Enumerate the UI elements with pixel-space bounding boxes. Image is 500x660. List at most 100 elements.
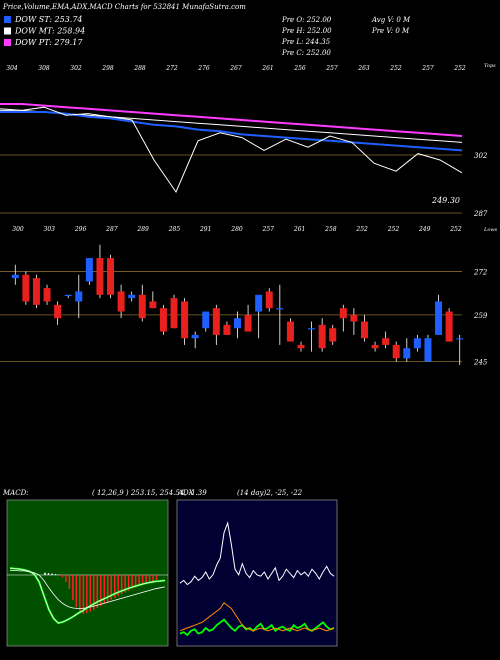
price-top-tick-label: 252 bbox=[387, 226, 400, 233]
candle-body bbox=[276, 308, 284, 310]
price-top-tick-label: 300 bbox=[12, 226, 24, 233]
adx-line bbox=[179, 521, 335, 586]
adx-label: ADX bbox=[177, 489, 195, 497]
candle-body bbox=[22, 274, 30, 302]
candle-body bbox=[107, 258, 115, 295]
candle-body bbox=[138, 294, 146, 319]
price-top-tick-label: 289 bbox=[136, 226, 149, 233]
candle-body bbox=[329, 328, 337, 342]
adx-panel bbox=[176, 499, 338, 647]
candle-body bbox=[308, 328, 316, 330]
candle-body bbox=[392, 344, 400, 359]
price-top-tick-label: 261 bbox=[293, 226, 305, 233]
ema-top-tick-label: 267 bbox=[229, 65, 242, 72]
candle-body bbox=[11, 274, 19, 279]
price-top-tick-label: 257 bbox=[262, 226, 275, 233]
candle-body bbox=[43, 288, 51, 302]
candle-body bbox=[382, 338, 390, 345]
candle-body bbox=[64, 294, 72, 297]
ema-top-tick-label: 302 bbox=[70, 65, 82, 72]
adx-values: (14 day)2, -25, -22 bbox=[237, 489, 303, 497]
candle-body bbox=[318, 324, 326, 349]
candle-body bbox=[181, 301, 189, 339]
avg-volume: Avg V: 0 M bbox=[371, 16, 411, 24]
ema-st-line bbox=[0, 111, 463, 152]
candle-body bbox=[85, 258, 93, 282]
candle-body bbox=[413, 338, 421, 349]
candle-body bbox=[170, 298, 178, 329]
candle-body bbox=[339, 308, 347, 319]
candle-body bbox=[202, 311, 210, 329]
legend: DOW ST: 253.74 DOW MT: 258.94 DOW PT: 279.… bbox=[4, 15, 85, 47]
candle-body bbox=[212, 308, 220, 335]
price-axis-label: 245 bbox=[473, 359, 488, 367]
prev-close: Pre C: 252.00 bbox=[281, 49, 331, 57]
candle-body bbox=[403, 348, 411, 359]
ema-top-tick-label: 288 bbox=[133, 65, 146, 72]
price-top-tick-label: 280 bbox=[230, 226, 243, 233]
ema-top-tick-label: 257 bbox=[421, 65, 434, 72]
price-axis-label: 259 bbox=[473, 312, 488, 320]
macd-signal-line bbox=[10, 570, 166, 609]
price-top-tick-label: 249 bbox=[418, 226, 431, 233]
ema-top-tick-label: 298 bbox=[101, 65, 114, 72]
ema-top-tick-label: 252 bbox=[453, 65, 466, 72]
price-panel: 300 303 296 287 289 285 291 280 257 261 258 252 252 2… bbox=[0, 226, 498, 367]
macd-label: MACD: bbox=[2, 489, 29, 497]
prev-open: Pre O: 252.00 bbox=[281, 16, 332, 24]
candle-body bbox=[159, 308, 167, 332]
candle-body bbox=[117, 291, 125, 312]
prev-low: Pre L: 244.35 bbox=[281, 38, 331, 46]
ema-top-tick-label: 261 bbox=[261, 65, 273, 72]
candle-body bbox=[445, 311, 453, 342]
ema-top-tick-label: 272 bbox=[165, 65, 178, 72]
legend-entry: DOW PT: 279.17 bbox=[14, 38, 83, 47]
candle-body bbox=[54, 304, 62, 319]
ema-top-tick-label: 304 bbox=[6, 65, 18, 72]
ema-panel: 304 308 302 298 288 272 276 267 261 256 257 263 252 2… bbox=[0, 63, 496, 218]
legend-swatch bbox=[4, 39, 11, 46]
price-top-tick-label: 303 bbox=[44, 226, 56, 233]
ema-top-tick-label: 256 bbox=[293, 65, 306, 72]
candle-body bbox=[128, 294, 136, 299]
prev-high: Pre H: 252.00 bbox=[281, 27, 332, 35]
macd-values: ( 12,26,9 ) 253.15, 254.54, -1.39 bbox=[92, 489, 207, 497]
last-price-label: 249.30 bbox=[431, 196, 460, 205]
price-axis-label: 272 bbox=[473, 268, 488, 276]
prev-volume: Pre V: 0 M bbox=[371, 27, 410, 35]
macd-panel bbox=[6, 499, 169, 647]
price-close-line bbox=[0, 106, 463, 194]
ema-top-tick-label: 276 bbox=[197, 65, 210, 72]
candle-body bbox=[371, 344, 379, 349]
ema-pt-line bbox=[0, 103, 463, 137]
ohlc-info: Pre O: 252.00 Pre H: 252.00 Pre L: 244.3… bbox=[281, 16, 411, 57]
price-top-tick-label: 285 bbox=[168, 226, 181, 233]
ema-top-tick-label: 263 bbox=[357, 65, 370, 72]
ema-right-label: Tops bbox=[484, 63, 496, 69]
price-top-tick-label: 258 bbox=[324, 226, 337, 233]
candle-body bbox=[75, 291, 83, 302]
minus-di-line bbox=[179, 602, 335, 632]
chart-title: Price,Volume,EMA,ADX,MACD Charts for 532… bbox=[2, 3, 246, 11]
price-top-tick-label: 252 bbox=[355, 226, 368, 233]
candle-body bbox=[191, 334, 199, 339]
candle-body bbox=[360, 321, 368, 339]
candle-body bbox=[244, 314, 252, 332]
price-right-label: Lows bbox=[483, 227, 498, 233]
legend-swatch bbox=[4, 16, 11, 23]
candle-body bbox=[456, 338, 464, 340]
legend-entry: DOW MT: 258.94 bbox=[14, 27, 85, 36]
candle-body bbox=[32, 278, 40, 305]
candle-body bbox=[424, 338, 432, 362]
candle-body bbox=[223, 324, 231, 335]
candle-body bbox=[149, 301, 157, 309]
ema-top-tick-label: 252 bbox=[389, 65, 402, 72]
candle-body bbox=[350, 314, 358, 322]
candle-body bbox=[234, 318, 241, 329]
ema-top-tick-label: 257 bbox=[325, 65, 338, 72]
candle-body bbox=[96, 258, 104, 295]
adx-frame bbox=[176, 499, 338, 647]
ema-axis-label: 287 bbox=[473, 210, 488, 218]
price-top-tick-label: 252 bbox=[449, 226, 462, 233]
